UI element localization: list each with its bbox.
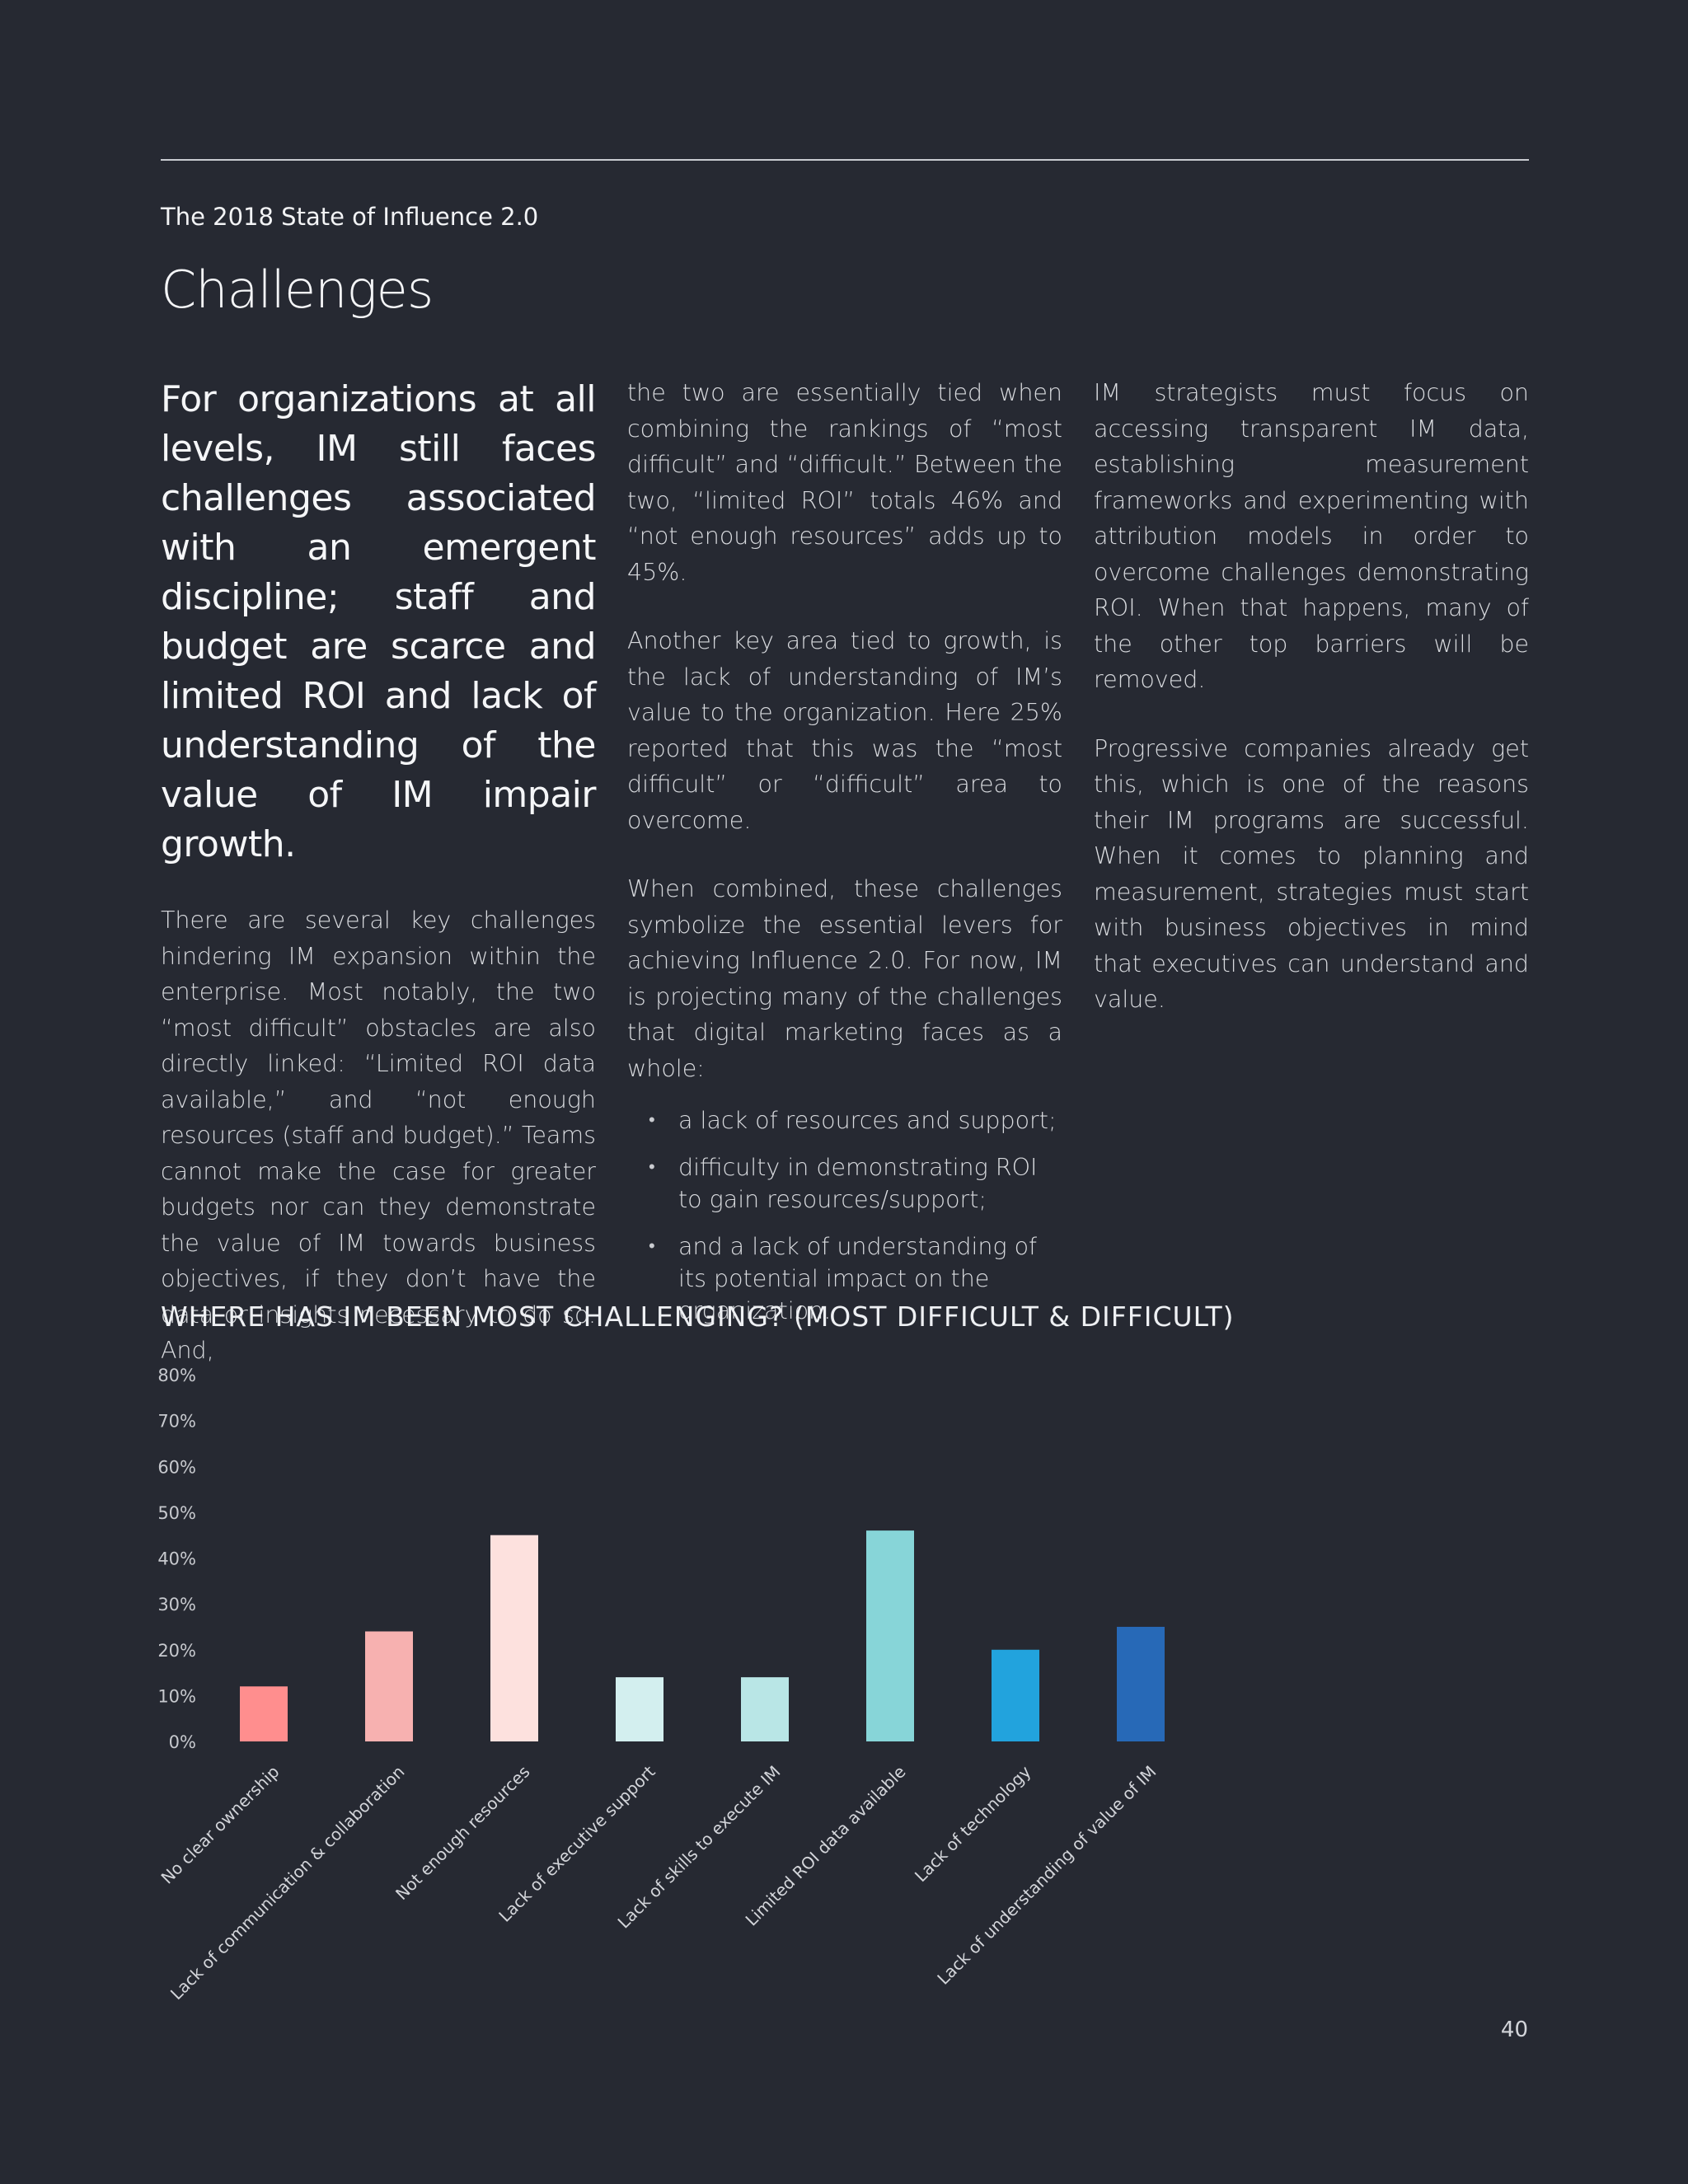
body-paragraph: There are several key challenges hinderi… — [161, 907, 596, 1364]
body-paragraph: When combined, these challenges symboliz… — [627, 875, 1062, 1082]
bar — [741, 1677, 789, 1741]
page-title: Challenges — [161, 260, 434, 320]
y-tick-label: 0% — [169, 1732, 196, 1752]
body-paragraph: IM strategists must focus on accessing t… — [1094, 379, 1529, 693]
y-tick-label: 20% — [157, 1641, 196, 1661]
category-label: No clear ownership — [157, 1762, 284, 1888]
category-label: Lack of technology — [911, 1761, 1035, 1886]
y-tick-label: 60% — [157, 1457, 196, 1477]
category-label: Not enough resources — [392, 1762, 534, 1905]
report-kicker: The 2018 State of Influence 2.0 — [161, 203, 539, 231]
category-label: Lack of understanding of value of IM — [933, 1762, 1160, 1989]
bar — [240, 1686, 288, 1741]
text-column-3: IM strategists must focus on accessing t… — [1094, 375, 1529, 1051]
bar — [992, 1649, 1039, 1741]
challenge-list: a lack of resources and support; difficu… — [627, 1104, 1062, 1327]
y-tick-label: 30% — [157, 1595, 196, 1615]
y-tick-label: 40% — [157, 1549, 196, 1569]
y-tick-label: 50% — [157, 1503, 196, 1523]
bar — [1117, 1626, 1165, 1741]
y-tick-label: 70% — [157, 1412, 196, 1432]
header-rule — [161, 159, 1529, 161]
lead-statement: For organizations at all levels, IM stil… — [161, 378, 597, 865]
list-item: and a lack of understanding of its poten… — [649, 1230, 1062, 1327]
list-item: a lack of resources and support; — [649, 1104, 1062, 1137]
page-number: 40 — [1500, 2018, 1528, 2042]
body-paragraph: Progressive companies already get this, … — [1094, 734, 1529, 1014]
bar — [365, 1631, 413, 1741]
text-column-2: the two are essentially tied when combin… — [627, 375, 1062, 1342]
body-paragraph: the two are essentially tied when combin… — [627, 379, 1062, 586]
bar — [616, 1677, 663, 1741]
text-column-1: For organizations at all levels, IM stil… — [161, 375, 597, 1402]
chart-title: WHERE HAS IM BEEN MOST CHALLENGING? (MOS… — [161, 1301, 1235, 1333]
bar — [866, 1530, 914, 1741]
bar — [490, 1535, 538, 1741]
body-paragraph: Another key area tied to growth, is the … — [627, 627, 1062, 834]
list-item: difficulty in demonstrating ROI to gain … — [649, 1151, 1062, 1216]
y-tick-label: 80% — [157, 1366, 196, 1385]
category-label: Lack of communication & collaboration — [166, 1762, 409, 2004]
y-tick-label: 10% — [157, 1686, 196, 1706]
